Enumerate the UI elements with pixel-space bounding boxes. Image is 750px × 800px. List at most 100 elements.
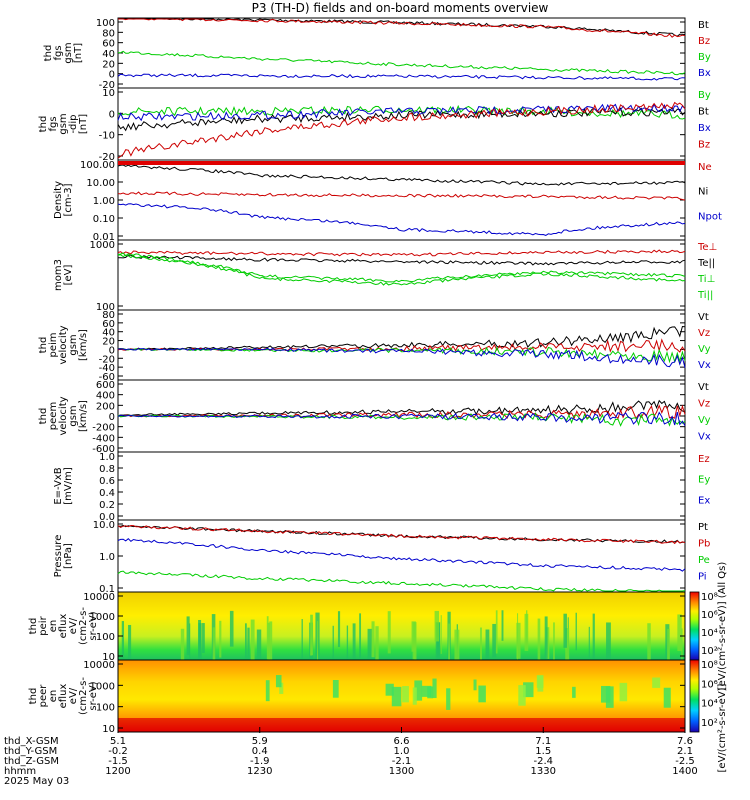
legend-entry: Ez (698, 454, 710, 465)
legend-entry: Vz (698, 328, 710, 339)
legend-entry: Bt (698, 107, 709, 118)
spectrogram-streak (478, 685, 486, 703)
spectrogram-streak (189, 623, 191, 661)
spectrogram-streak (572, 686, 576, 698)
series-Vt (117, 399, 686, 417)
legend-entry: Pt (698, 522, 708, 533)
colorbar-scale (689, 659, 700, 733)
legend-entry: Vt (698, 312, 709, 323)
spectrogram-streak (385, 683, 394, 696)
series-Bx (117, 103, 686, 122)
y-axis-label: E=-VxB (53, 467, 64, 504)
colorbar-label-electrons: [eV/(cm²-s-sr-eV)] (717, 683, 728, 772)
y-tick-label: 1.00 (93, 196, 115, 207)
spectrogram-streak (606, 622, 611, 668)
series-By (117, 104, 686, 120)
spectrogram-streak (180, 628, 185, 668)
y-tick-label: 10 (102, 88, 115, 99)
y-tick-label: 200 (96, 401, 115, 412)
spectrogram-streak (186, 616, 190, 656)
x-tick-value: -2.5 (675, 756, 695, 767)
spectrogram-streak (485, 629, 490, 669)
x-tick-value: -2.1 (392, 756, 412, 767)
legend-entry: Bx (698, 123, 711, 134)
x-tick-value: 1200 (105, 766, 130, 777)
legend-entry: Bx (698, 68, 711, 79)
x-tick-value: 1300 (389, 766, 414, 777)
panel-8: 10.0 1.0 0.1 Pressure [nPa] Pt Pb Pe Pi (53, 519, 710, 595)
spectrogram-streak (501, 610, 504, 641)
spectrogram-streak (495, 610, 498, 654)
y-axis-label: (cm2-s- (78, 677, 89, 715)
y-tick-label: 0 (109, 345, 115, 356)
y-tick-label: 0.2 (99, 500, 115, 511)
y-tick-label: 1000 (90, 681, 115, 692)
spectrogram-streak (454, 629, 460, 668)
spectrogram-streak (435, 622, 441, 670)
y-axis-label: [nT] (73, 43, 84, 63)
y-tick-label: 80 (102, 28, 115, 39)
legend-entry: Npot (698, 211, 722, 222)
y-tick-label: 600 (96, 380, 115, 391)
spectrogram-streak (563, 613, 567, 648)
x-tick-value: -2.4 (533, 756, 553, 767)
panel-3: 100.00 10.00 1.00 0.10 0.01 Density [cm-3] Ne Ni… (53, 159, 722, 243)
panel-frame (117, 87, 686, 161)
y-axis-label: thd (38, 116, 49, 133)
y-tick-label: -40 (99, 363, 115, 374)
y-axis-label: [nPa] (63, 543, 74, 569)
x-tick-value: 5.1 (110, 736, 126, 747)
spectrogram-streak (414, 680, 423, 701)
spectrogram-streak (516, 622, 521, 659)
y-tick-label: 40 (102, 328, 115, 339)
separator-bar (118, 161, 685, 165)
series-Ne (117, 191, 686, 201)
legend-entry: Vt (698, 382, 709, 393)
spectrogram-streak (212, 627, 216, 661)
y-axis-label: eV/ (68, 617, 79, 634)
series-Npot (117, 203, 686, 236)
spectrogram-streak (128, 624, 132, 672)
legend-entry: Vx (698, 360, 711, 371)
spectrogram-streak (391, 686, 402, 707)
y-tick-label: 10 (102, 724, 115, 735)
series-Ti|| (117, 254, 686, 286)
x-row-label: thd_Z-GSM (4, 756, 59, 767)
legend-entry: Te|| (697, 258, 715, 269)
y-tick-label: 0.01 (93, 232, 115, 243)
y-axis-label: thd (38, 408, 49, 425)
y-tick-label: -10 (99, 131, 115, 142)
y-axis-label: peem (48, 402, 59, 430)
legend-entry: Ti|| (697, 290, 713, 301)
y-tick-label: 20 (102, 337, 115, 348)
y-axis-label: mom3 (53, 259, 64, 291)
y-axis-label: gsm (68, 334, 79, 355)
spectrogram-streak (198, 623, 202, 671)
y-tick-label: -60 (99, 372, 115, 383)
y-axis-label: (cm2-s- (78, 607, 89, 645)
spectrogram-streak (411, 621, 416, 652)
y-tick-label: 100 (96, 632, 115, 643)
x-row-label: thd_Y-GSM (4, 746, 57, 757)
y-axis-label: [mV/m] (63, 467, 74, 505)
series-Ti⊥ (117, 252, 686, 283)
y-tick-label: 60 (102, 39, 115, 50)
spectrogram-streak (473, 679, 477, 691)
y-tick-label: -20 (99, 354, 115, 365)
spectrogram-streak (677, 614, 682, 652)
spectrogram-streak (440, 615, 442, 654)
y-axis-label: gsm (58, 113, 69, 134)
chart-title: P3 (TH-D) fields and on-board moments ov… (252, 1, 549, 15)
y-tick-label: -400 (92, 433, 115, 444)
spectrogram-streak (219, 620, 222, 658)
y-axis-label: fgs (53, 45, 64, 60)
y-tick-label: 0.10 (93, 214, 115, 225)
y-axis-label: [eV] (63, 265, 74, 286)
y-tick-label: 0 (109, 412, 115, 423)
spectrogram-streak (275, 675, 282, 688)
colorbar-label-ions: [eV/(cm²-s-sr-eV)] (All Qs) (717, 562, 728, 691)
series-By (117, 50, 686, 76)
x-row-label: 2025 May 03 (4, 776, 69, 787)
